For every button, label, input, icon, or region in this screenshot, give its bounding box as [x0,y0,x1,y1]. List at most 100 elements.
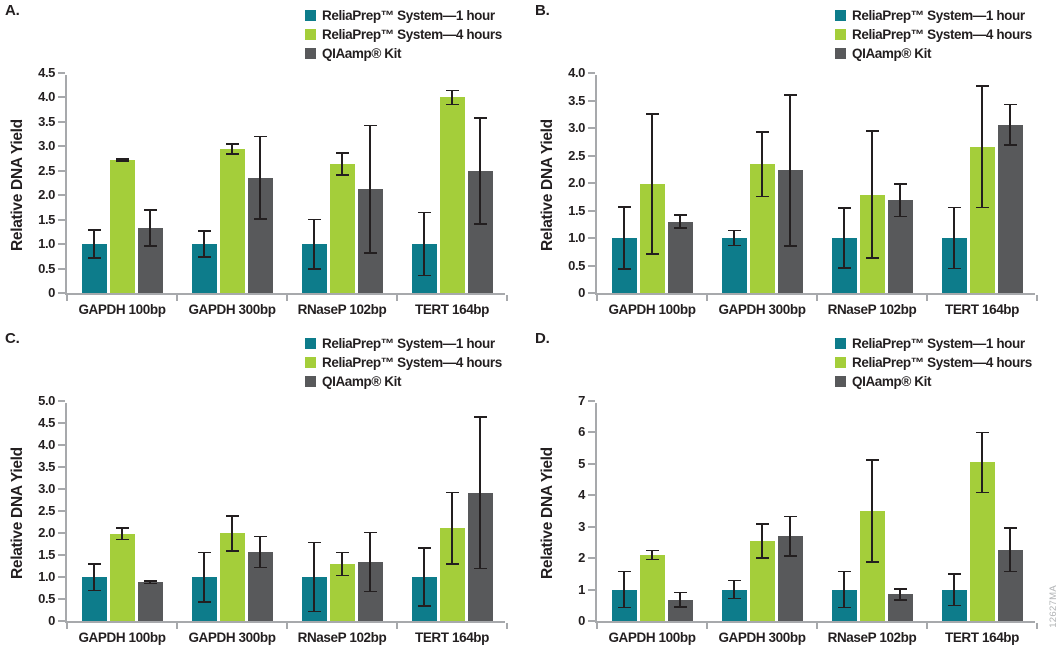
y-tick-label: 2.5 [568,147,585,163]
error-bar-cap-top [473,117,487,119]
y-axis-tick [58,72,65,74]
y-axis-tick [588,431,595,434]
error-bar-line [981,85,983,209]
y-tick-label: 3.0 [568,120,585,135]
error-bar-cap-bottom [947,267,961,270]
category-label: GAPDH 100bp [608,302,696,317]
error-bar-cap-bottom [755,195,769,198]
error-bar-line [679,591,681,608]
error-bar-cap-top [755,522,769,525]
x-axis-tick [286,623,288,629]
bar [721,238,747,293]
legend-item: ReliaPrep™ System—1 hour [835,6,1032,25]
error-bar-line [871,130,873,259]
error-bar-line [259,535,261,569]
error-bar-line [1009,527,1011,573]
plot-area: 0 0.5 1.0 1.5 2.0 2.5 3.0 3.5 4.0 4.5 5.0 GAPDH 100… [38,394,508,645]
legend-label: ReliaPrep™ System—1 hour [322,8,495,23]
error-bar-cap-bottom [197,600,211,603]
error-bar-cap-top [1003,103,1017,106]
panel-d: D. ReliaPrep™ System—1 hour ReliaPrep™ Sy… [530,328,1060,656]
plot-area: 0 0.5 1.0 1.5 2.0 2.5 3.0 3.5 4.0 GAPDH 100bp GAPD… [568,66,1038,317]
x-axis-tick [506,295,508,301]
error-bar-line [1009,103,1011,146]
error-bar-line [149,580,151,585]
legend-label: ReliaPrep™ System—4 hours [852,355,1032,370]
legend-item: QIAamp® Kit [835,44,1032,63]
error-bar-cap-bottom [115,160,129,162]
panel-a: A. ReliaPrep™ System—1 hour ReliaPrep™ Sy… [0,0,530,328]
error-bar-cap-top [363,531,377,534]
error-bar-line [423,211,425,277]
y-axis-tick [58,554,65,556]
error-bar-cap-bottom [307,610,321,613]
figure-code: 12627MA [1048,585,1059,628]
y-axis-tick [58,120,65,123]
error-bar-line [623,570,625,609]
y-tick-label: 4.5 [38,415,55,430]
error-bar-cap-bottom [645,558,659,561]
error-bar-line [149,209,151,247]
y-tick-label: 0 [48,285,55,300]
x-axis-tick [1036,295,1038,301]
legend-item: ReliaPrep™ System—4 hours [835,25,1032,44]
error-bar-cap-bottom [893,215,907,218]
error-bar-cap-top [865,130,879,132]
error-bar-line [789,515,791,557]
legend-label: QIAamp® Kit [322,46,402,61]
category-label: GAPDH 300bp [188,630,276,645]
error-bar-cap-bottom [473,567,487,570]
error-bar-line [953,572,955,607]
category-label: GAPDH 100bp [78,302,166,317]
legend-label: ReliaPrep™ System—1 hour [852,336,1025,351]
legend-label: QIAamp® Kit [852,46,932,61]
error-bar-cap-bottom [335,174,349,176]
y-tick-label: 4.0 [568,65,585,80]
y-tick-label: 1.5 [38,211,55,227]
y-tick-label: 2.5 [38,162,55,178]
y-axis-tick [58,576,65,578]
panel-label: B. [535,2,550,19]
error-bar-cap-bottom [975,491,989,494]
legend-swatch [305,376,316,387]
error-bar-line [121,158,123,162]
y-tick-label: 2.0 [38,187,55,203]
legend: ReliaPrep™ System—1 hour ReliaPrep™ Syste… [305,334,502,391]
error-bar-line [479,415,481,570]
y-tick-label: 0 [578,285,585,300]
y-tick-label: 0 [578,613,585,628]
error-bar-line [761,522,763,559]
error-bar-cap-top [783,515,797,518]
y-tick-label: 4.0 [38,437,55,452]
error-bar-cap-bottom [1003,144,1017,146]
error-bar-cap-top [947,206,961,209]
error-bar-cap-bottom [335,574,349,577]
x-axis-tick [66,623,68,629]
category-label: RNaseP 102bp [297,630,387,645]
category-label: RNaseP 102bp [827,630,917,645]
y-axis-tick [588,494,595,497]
error-bar-cap-bottom [783,554,797,557]
x-axis-tick [926,295,928,301]
error-bar-cap-bottom [307,267,321,270]
y-axis-tick [58,400,65,402]
bar [667,599,693,621]
error-bar-cap-top [975,431,989,434]
error-bar-cap-bottom [727,597,741,600]
error-bar-cap-top [727,579,741,582]
error-bar-cap-bottom [363,590,377,593]
error-bar-line [231,514,233,552]
error-bar-cap-top [727,229,741,232]
legend-item: ReliaPrep™ System—1 hour [305,334,502,353]
category-label: RNaseP 102bp [827,302,917,317]
error-bar-cap-top [87,562,101,565]
y-tick-label: 2.0 [38,525,55,540]
legend: ReliaPrep™ System—1 hour ReliaPrep™ Syste… [835,334,1032,391]
error-bar-cap-bottom [253,218,267,220]
error-bar-cap-top [783,93,797,96]
y-tick-label: 3.5 [568,92,585,108]
error-bar-line [93,229,95,259]
y-tick-label: 4.0 [38,89,55,105]
error-bar-cap-top [673,214,687,216]
y-tick-label: 0 [48,613,55,628]
